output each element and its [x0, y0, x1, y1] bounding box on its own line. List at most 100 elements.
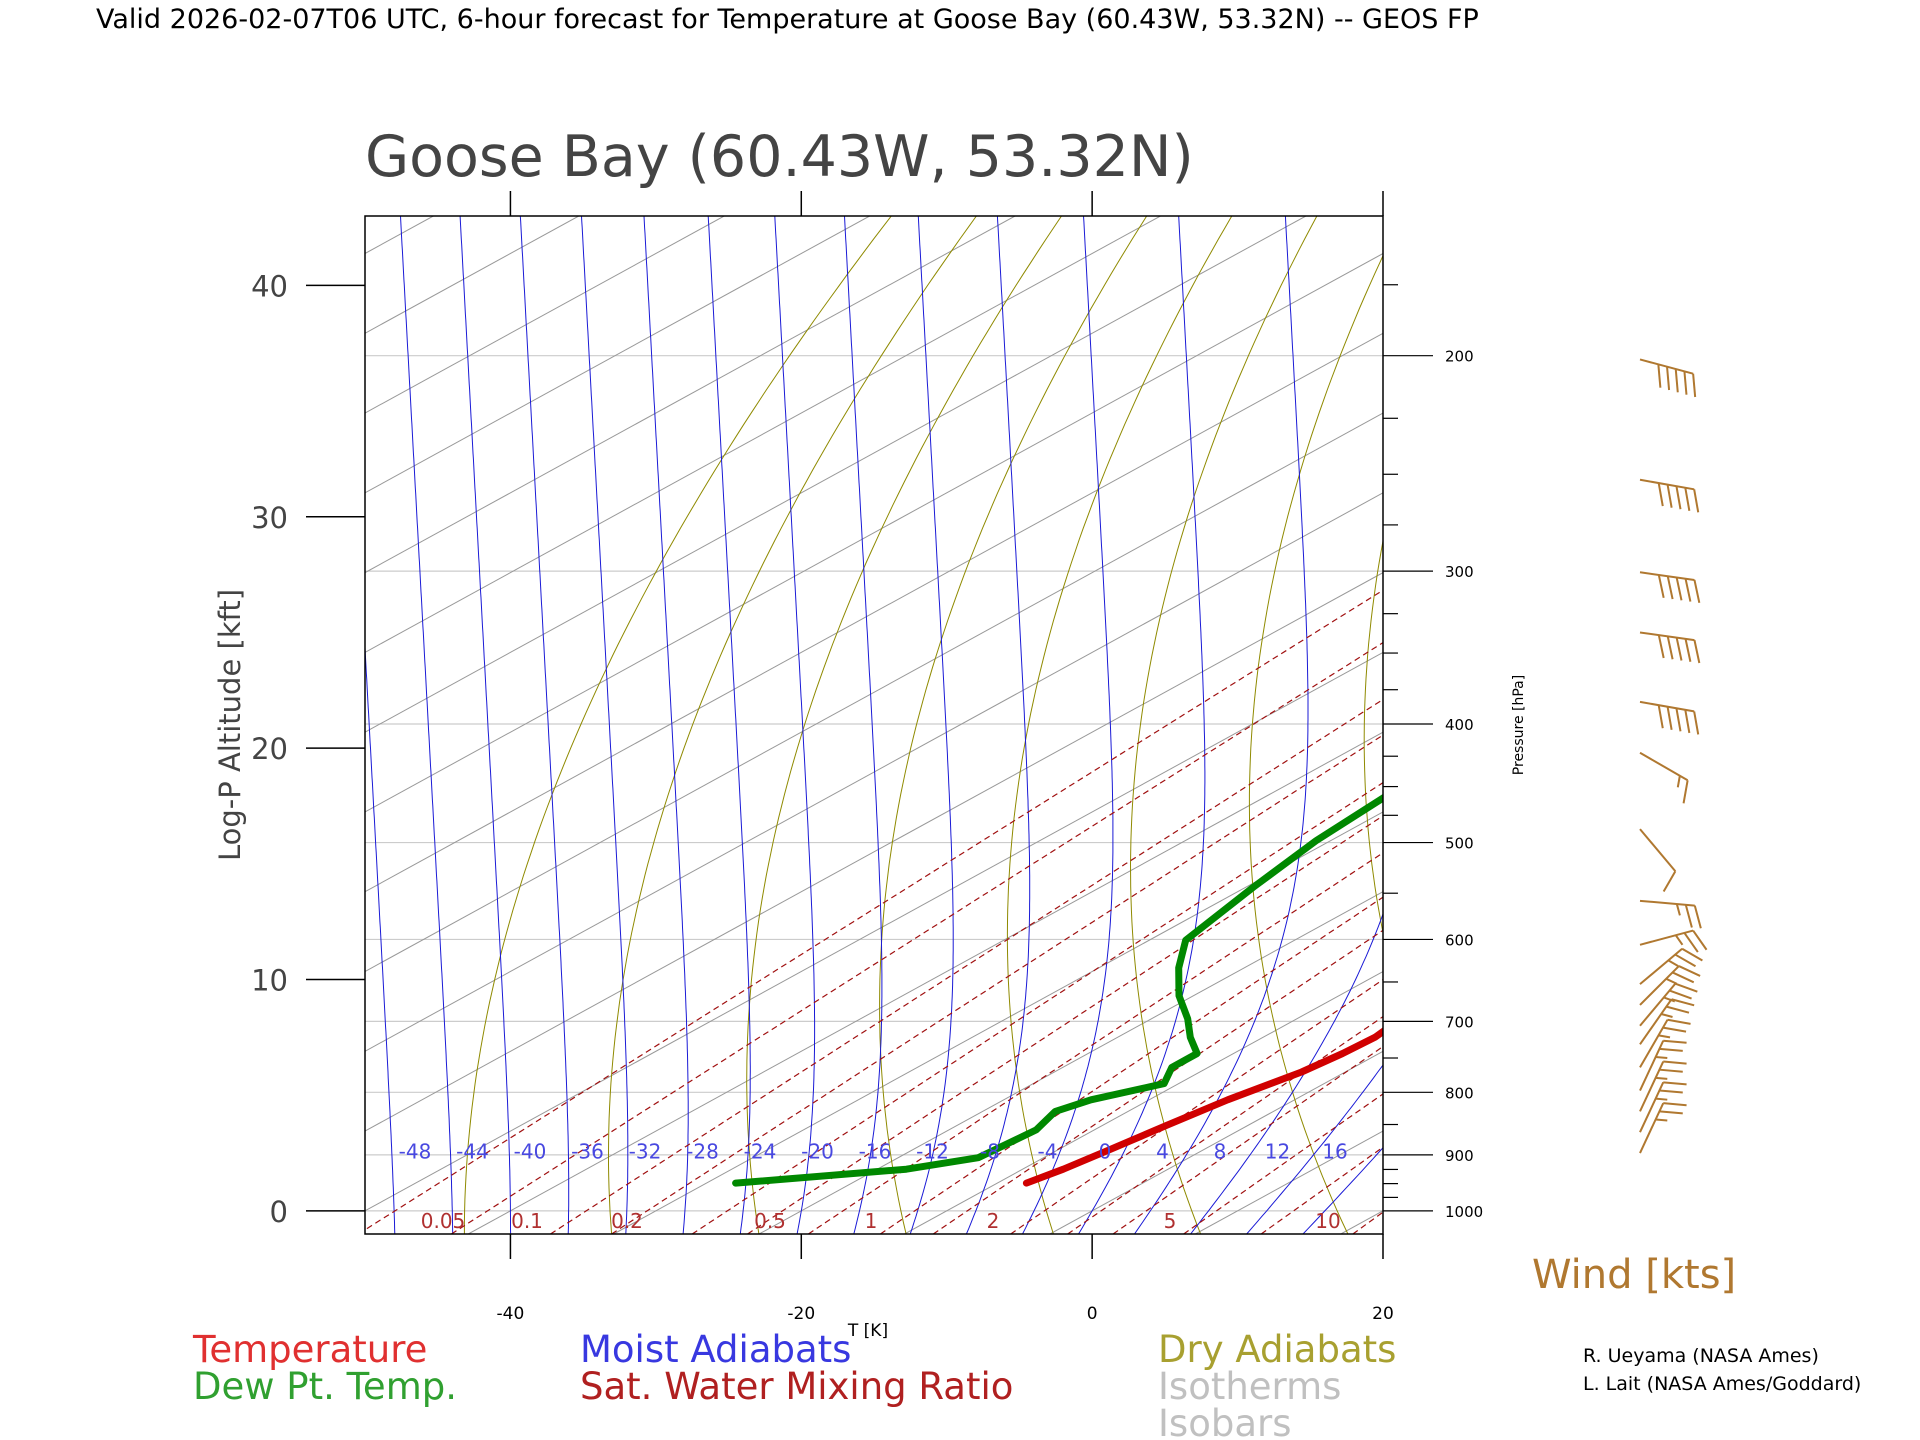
moist-adiabat-line [909, 216, 954, 1234]
mixing-ratio-label: 0.5 [754, 1209, 786, 1233]
moist-adiabat-line [399, 216, 454, 1234]
wind-barb [1639, 828, 1677, 893]
isotherm-line [365, 572, 1383, 1132]
pressure-tick-label: 500 [1445, 835, 1474, 853]
mixing-ratio-line [1010, 978, 1383, 1234]
moist-adiabat-label: -48 [399, 1140, 432, 1164]
legend-dry-adiabats: Dry Adiabats [1158, 1328, 1396, 1371]
wind-barb [1639, 571, 1701, 604]
station-title: Goose Bay (60.43W, 53.32N) [365, 124, 1194, 190]
isotherm-line [758, 891, 1383, 1234]
wind-barb [1639, 947, 1703, 985]
y-tick-label: 30 [251, 501, 288, 535]
mixing-ratio-label: 5 [1164, 1209, 1177, 1233]
moist-adiabat-label: -20 [801, 1140, 834, 1164]
wind-barb [1639, 998, 1695, 1045]
moist-adiabat-line [843, 216, 883, 1234]
wind-barbs [1639, 358, 1708, 1154]
moist-adiabat-label: -28 [686, 1140, 719, 1164]
x-tick-label: -40 [497, 1304, 525, 1324]
dry-adiabat-line [1886, 216, 1920, 1234]
wind-barb [1639, 751, 1689, 804]
mixing-ratio-line [365, 589, 1383, 1231]
moist-adiabat-line [519, 216, 570, 1234]
y-axis-title: Log-P Altitude [kft] [213, 589, 247, 861]
y-tick-label: 0 [270, 1195, 288, 1229]
wind-barb [1639, 965, 1701, 1006]
isotherm-line [365, 216, 725, 414]
isotherm-line [1340, 1210, 1383, 1234]
moist-adiabat-label: -12 [916, 1140, 949, 1164]
plot-frame [306, 191, 1433, 1259]
legend-isotherms: Isotherms [1158, 1365, 1341, 1408]
dry-adiabat-line [1248, 254, 1383, 1234]
credit-lait: L. Lait (NASA Ames/Goddard) [1583, 1373, 1861, 1395]
x-tick-label: -20 [787, 1304, 815, 1324]
y-tick-label: 20 [251, 732, 288, 766]
pressure-tick-label: 1000 [1445, 1203, 1483, 1221]
legend: Temperature Dew Pt. Temp. Moist Adiabats… [192, 1328, 1396, 1440]
pressure-tick-label: 400 [1445, 716, 1474, 734]
isotherm-line [365, 216, 1161, 653]
mixing-ratio-line [550, 698, 1383, 1234]
isotherm-line [1486, 216, 1920, 1234]
mixing-ratio-line [611, 734, 1383, 1234]
moist-adiabat-line [774, 216, 816, 1234]
dry-adiabat-line [1129, 216, 1318, 1234]
moist-adiabat-label: 4 [1156, 1140, 1169, 1164]
y-tick-label: 40 [251, 269, 288, 303]
wind-barb [1639, 700, 1700, 735]
temperature-line [1022, 1027, 1383, 1187]
dry-adiabat-line [1006, 216, 1233, 1234]
mixing-ratio-label: 0.05 [421, 1209, 466, 1233]
moist-adiabat-line [365, 639, 396, 1234]
moist-adiabat-line [1133, 216, 1309, 1234]
x-axis-title: T [K] [847, 1321, 888, 1341]
moist-adiabat-line [643, 216, 689, 1234]
background-lines [365, 216, 1920, 1234]
mixing-ratio-label: 10 [1315, 1209, 1340, 1233]
legend-moist-adiabats: Moist Adiabats [580, 1328, 851, 1371]
isotherm-line [365, 651, 1383, 1212]
pressure-tick-label: 900 [1445, 1147, 1474, 1165]
wind-barb [1639, 1081, 1687, 1133]
wind-barb [1639, 982, 1698, 1027]
moist-adiabat-label: -32 [629, 1140, 662, 1164]
wind-barb [1639, 1060, 1687, 1112]
pressure-tick-label: 800 [1445, 1084, 1474, 1102]
legend-isobars: Isobars [1158, 1402, 1291, 1440]
isotherm-line [1049, 1050, 1383, 1234]
moist-adiabat-label: -8 [980, 1140, 1000, 1164]
wind-barb [1639, 929, 1708, 953]
isotherm-line [365, 216, 870, 494]
moist-adiabat-line [580, 216, 629, 1234]
mixing-ratio-line [691, 781, 1383, 1234]
moist-adiabat-label: -36 [571, 1140, 604, 1164]
dry-adiabat-line [463, 216, 892, 1234]
legend-dewpoint: Dew Pt. Temp. [193, 1365, 457, 1408]
isotherm-line [365, 492, 1383, 1052]
x-tick-label: 20 [1372, 1304, 1394, 1324]
mixing-ratio-line [747, 815, 1383, 1234]
isotherm-line [365, 332, 1383, 893]
mixing-ratio-line [932, 929, 1383, 1234]
credit-ueyama: R. Ueyama (NASA Ames) [1583, 1345, 1819, 1367]
legend-mixing-ratio: Sat. Water Mixing Ratio [580, 1365, 1013, 1408]
wind-barb [1639, 1039, 1687, 1091]
dry-adiabat-line [608, 216, 977, 1234]
isotherm-line [613, 811, 1383, 1234]
sounding-series [732, 793, 1383, 1187]
axis-labels: -48 -44 -40 -36 -32 -28 -24 -20 -16 -12 -8 -4 0 4 8 12 1… [251, 269, 1483, 1324]
mixing-ratio-line [880, 896, 1383, 1234]
plot-border [364, 215, 1384, 1235]
mixing-ratio-line [451, 641, 1383, 1234]
wind-label: Wind [kts] [1532, 1252, 1736, 1298]
moist-adiabat-label: 12 [1265, 1140, 1290, 1164]
mixing-ratio-line [1260, 1146, 1383, 1234]
pressure-tick-label: 600 [1445, 931, 1474, 949]
moist-adiabat-label: -16 [859, 1140, 892, 1164]
wind-barb [1639, 631, 1701, 664]
mixing-ratio-label: 1 [865, 1209, 878, 1233]
moist-adiabat-line [1246, 1064, 1383, 1234]
